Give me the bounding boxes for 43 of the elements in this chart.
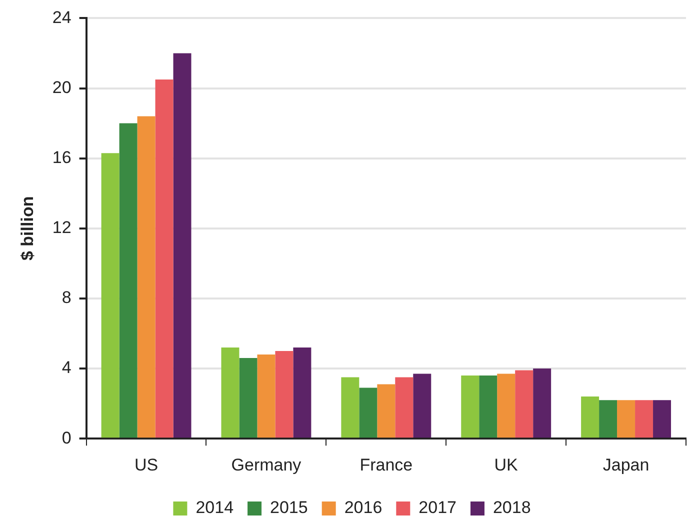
bar [599,400,618,438]
y-tick-label: 16 [52,148,72,168]
legend-label: 2017 [418,498,456,518]
y-tick-label: 12 [52,218,72,238]
bar [221,348,240,438]
bar [617,400,636,438]
y-tick-label: 4 [62,358,72,378]
x-tick-label: Germany [231,455,302,474]
bar [293,348,312,438]
y-tick-label: 8 [62,288,72,308]
bar [341,377,360,438]
legend-label: 2016 [344,498,382,518]
bar [461,376,480,438]
bar [377,384,396,438]
bar [173,53,192,438]
bar [395,377,414,438]
bar [155,80,174,438]
x-tick-label: Japan [602,455,650,474]
y-tick-label: 0 [62,428,72,448]
bar [581,396,600,438]
x-tick-label: France [360,455,413,474]
y-tick-label: 20 [52,78,72,97]
bar [119,123,138,438]
bar [533,368,552,438]
legend-label: 2018 [492,498,531,518]
bar [635,400,654,438]
bar [515,370,534,438]
x-tick-label: US [134,455,158,474]
bar [653,400,672,438]
bar [101,153,120,438]
y-tick-label: 24 [52,8,72,27]
x-tick-label: UK [494,455,519,474]
bar [137,116,156,438]
legend-label: 2015 [270,498,308,518]
y-axis-title: $ billion [18,196,37,261]
bar [257,354,276,438]
bar [239,358,258,438]
bar [413,374,432,438]
bar [497,374,516,438]
legend-label: 2014 [196,498,234,518]
bar [359,388,378,438]
bar [479,376,498,438]
bar [275,351,294,438]
